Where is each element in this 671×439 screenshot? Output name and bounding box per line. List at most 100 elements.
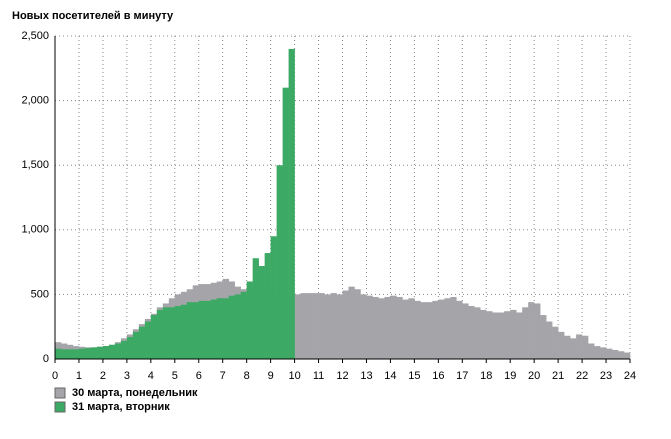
bar (66, 349, 74, 359)
legend-label: 31 марта, вторник (72, 401, 170, 413)
bar (90, 347, 98, 359)
x-tick-label: 24 (624, 370, 636, 382)
bar (618, 351, 625, 359)
bar (204, 300, 212, 359)
bar (372, 296, 379, 359)
bar (78, 348, 86, 359)
x-tick-label: 0 (52, 370, 58, 382)
bar (210, 299, 218, 359)
bar (222, 298, 229, 359)
bar (102, 346, 110, 359)
y-tick-label: 2,000 (21, 95, 49, 107)
x-tick-label: 6 (196, 370, 202, 382)
x-tick-label: 3 (124, 370, 130, 382)
bar (144, 321, 152, 359)
bar (612, 349, 619, 359)
bar (462, 303, 469, 359)
bar (516, 312, 523, 359)
bar (456, 300, 463, 359)
y-tick-label: 2,500 (21, 30, 49, 42)
bar (108, 344, 116, 359)
bar (258, 265, 265, 359)
x-tick-label: 14 (384, 370, 396, 382)
bar (570, 338, 577, 359)
x-tick-label: 17 (456, 370, 468, 382)
bar (480, 309, 487, 359)
bar (60, 349, 68, 359)
bar (336, 294, 343, 359)
legend-swatch (54, 387, 66, 399)
bar (138, 326, 146, 359)
bar (246, 281, 253, 359)
y-tick-label: 0 (43, 353, 49, 365)
bar (486, 311, 493, 359)
bar (420, 302, 427, 359)
bar (576, 334, 583, 359)
bar (390, 295, 397, 359)
bar (588, 343, 595, 359)
bar (414, 300, 421, 359)
bar (180, 304, 188, 359)
bar (330, 293, 337, 359)
bar (354, 289, 361, 359)
bar (528, 302, 535, 359)
x-tick-label: 13 (360, 370, 372, 382)
bar (582, 335, 589, 359)
bar (198, 300, 206, 359)
bar (55, 348, 62, 359)
bar (162, 307, 170, 359)
bar (474, 307, 481, 359)
x-tick-label: 4 (148, 370, 154, 382)
bar (558, 331, 565, 359)
bar (378, 298, 385, 359)
x-tick-label: 12 (336, 370, 348, 382)
x-tick-label: 2 (100, 370, 106, 382)
x-tick-label: 16 (432, 370, 444, 382)
bar (234, 294, 241, 359)
bar (600, 347, 607, 359)
bar (294, 294, 301, 359)
x-tick-label: 21 (552, 370, 564, 382)
bar (564, 335, 571, 359)
y-tick-label: 500 (31, 288, 49, 300)
bar (492, 312, 499, 359)
bar (228, 295, 235, 359)
bar (318, 293, 325, 359)
bar (132, 331, 140, 359)
bar (366, 295, 373, 359)
x-tick-label: 7 (220, 370, 226, 382)
bar (324, 294, 331, 359)
bar (126, 337, 134, 359)
bar (546, 321, 553, 359)
x-tick-label: 8 (244, 370, 250, 382)
bar (498, 312, 505, 359)
chart-title: Новых посетителей в минуту (12, 10, 174, 22)
x-tick-label: 11 (313, 370, 324, 382)
bar (444, 298, 451, 359)
legend-label: 30 марта, понедельник (72, 387, 198, 399)
bar (432, 300, 439, 359)
bar (342, 290, 349, 359)
bar (150, 315, 158, 359)
bar (156, 309, 164, 359)
bar (522, 307, 529, 359)
x-tick-label: 9 (268, 370, 274, 382)
bar (594, 346, 601, 359)
x-tick-label: 1 (76, 370, 82, 382)
bar (540, 315, 547, 359)
y-tick-label: 1,500 (21, 159, 49, 171)
x-tick-label: 20 (528, 370, 540, 382)
y-tick-label: 1,000 (21, 224, 49, 236)
bar (120, 340, 128, 359)
bar (510, 309, 517, 359)
bar (276, 165, 283, 359)
bar (240, 291, 247, 359)
bar (468, 306, 475, 359)
bar (72, 349, 80, 359)
bar (534, 303, 541, 359)
bar (348, 286, 355, 359)
x-tick-label: 10 (288, 370, 300, 382)
x-tick-label: 19 (504, 370, 516, 382)
bar (84, 348, 92, 359)
